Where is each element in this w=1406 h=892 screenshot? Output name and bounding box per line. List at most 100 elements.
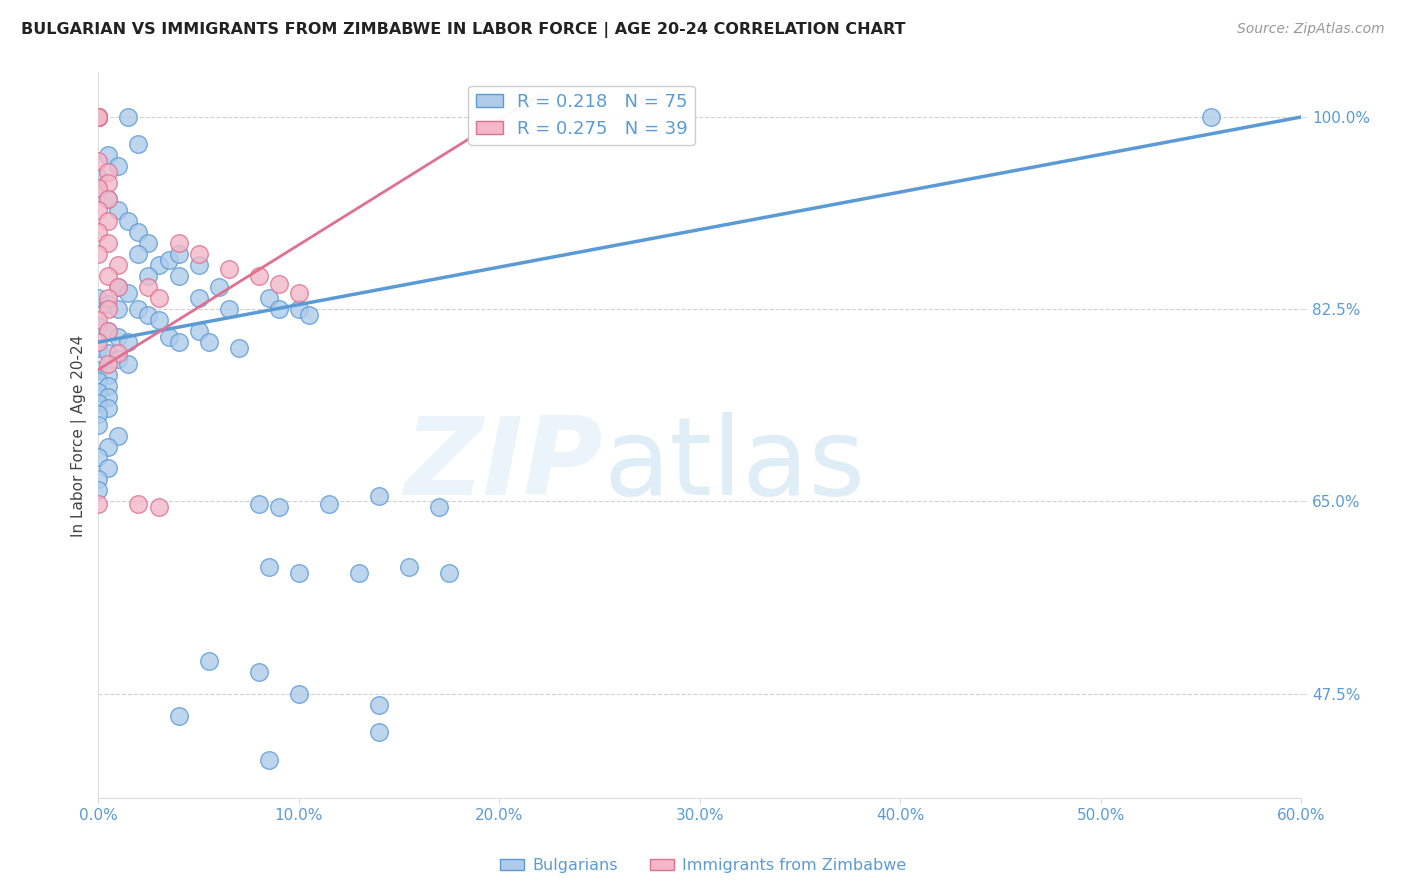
Point xyxy=(157,252,180,267)
Point xyxy=(97,324,120,338)
Text: ZIP: ZIP xyxy=(405,411,603,517)
Point xyxy=(398,560,420,574)
Point xyxy=(247,497,270,511)
Point xyxy=(117,335,139,350)
Point xyxy=(87,395,110,409)
Point xyxy=(368,698,391,712)
Point xyxy=(87,170,110,185)
Point xyxy=(87,153,110,168)
Point xyxy=(167,708,190,723)
Point xyxy=(87,417,110,432)
Point xyxy=(117,357,139,371)
Point xyxy=(157,329,180,343)
Point xyxy=(208,280,231,294)
Point xyxy=(97,346,120,360)
Point xyxy=(218,302,240,317)
Point xyxy=(288,302,311,317)
Point xyxy=(87,110,110,124)
Point xyxy=(107,160,129,174)
Point xyxy=(87,110,110,124)
Point xyxy=(87,335,110,350)
Point xyxy=(187,258,209,272)
Point xyxy=(368,725,391,739)
Point xyxy=(87,110,110,124)
Point xyxy=(257,291,280,305)
Point xyxy=(87,110,110,124)
Point xyxy=(87,110,110,124)
Point xyxy=(187,291,209,305)
Point xyxy=(87,318,110,333)
Point xyxy=(97,148,120,162)
Point xyxy=(107,203,129,218)
Point xyxy=(117,110,139,124)
Point xyxy=(127,225,149,239)
Point xyxy=(87,110,110,124)
Point xyxy=(87,203,110,218)
Point xyxy=(267,277,290,291)
Point xyxy=(97,401,120,415)
Point xyxy=(148,313,170,327)
Point xyxy=(107,302,129,317)
Point xyxy=(97,324,120,338)
Point xyxy=(97,176,120,190)
Point xyxy=(127,302,149,317)
Point xyxy=(187,247,209,261)
Point xyxy=(267,302,290,317)
Point xyxy=(97,192,120,206)
Point xyxy=(87,110,110,124)
Point xyxy=(97,390,120,404)
Point xyxy=(148,291,170,305)
Point xyxy=(97,302,120,317)
Point xyxy=(87,483,110,498)
Point xyxy=(1199,110,1222,124)
Point xyxy=(87,110,110,124)
Point xyxy=(87,247,110,261)
Point xyxy=(87,497,110,511)
Point xyxy=(138,308,160,322)
Point xyxy=(228,341,250,355)
Point xyxy=(97,296,120,310)
Point xyxy=(87,225,110,239)
Point xyxy=(87,450,110,465)
Text: atlas: atlas xyxy=(603,411,866,517)
Point xyxy=(138,280,160,294)
Point xyxy=(87,374,110,388)
Point xyxy=(87,341,110,355)
Point xyxy=(97,291,120,305)
Y-axis label: In Labor Force | Age 20-24: In Labor Force | Age 20-24 xyxy=(72,334,87,537)
Point xyxy=(318,497,340,511)
Text: BULGARIAN VS IMMIGRANTS FROM ZIMBABWE IN LABOR FORCE | AGE 20-24 CORRELATION CHA: BULGARIAN VS IMMIGRANTS FROM ZIMBABWE IN… xyxy=(21,22,905,38)
Point xyxy=(97,192,120,206)
Point xyxy=(148,500,170,514)
Point xyxy=(107,351,129,366)
Point xyxy=(138,236,160,251)
Point xyxy=(298,308,321,322)
Point xyxy=(107,329,129,343)
Point xyxy=(257,753,280,767)
Point xyxy=(97,165,120,179)
Point xyxy=(167,269,190,284)
Point xyxy=(87,473,110,487)
Point xyxy=(87,110,110,124)
Point xyxy=(107,428,129,442)
Point xyxy=(167,335,190,350)
Point xyxy=(127,137,149,152)
Point xyxy=(97,269,120,284)
Point xyxy=(87,181,110,195)
Point xyxy=(97,357,120,371)
Point xyxy=(87,110,110,124)
Point xyxy=(167,247,190,261)
Point xyxy=(218,261,240,276)
Point xyxy=(87,291,110,305)
Point xyxy=(107,258,129,272)
Point xyxy=(187,324,209,338)
Point xyxy=(107,280,129,294)
Point xyxy=(87,110,110,124)
Point xyxy=(257,560,280,574)
Point xyxy=(288,687,311,701)
Point xyxy=(167,236,190,251)
Point xyxy=(288,285,311,300)
Point xyxy=(87,407,110,421)
Point xyxy=(97,379,120,393)
Text: Source: ZipAtlas.com: Source: ZipAtlas.com xyxy=(1237,22,1385,37)
